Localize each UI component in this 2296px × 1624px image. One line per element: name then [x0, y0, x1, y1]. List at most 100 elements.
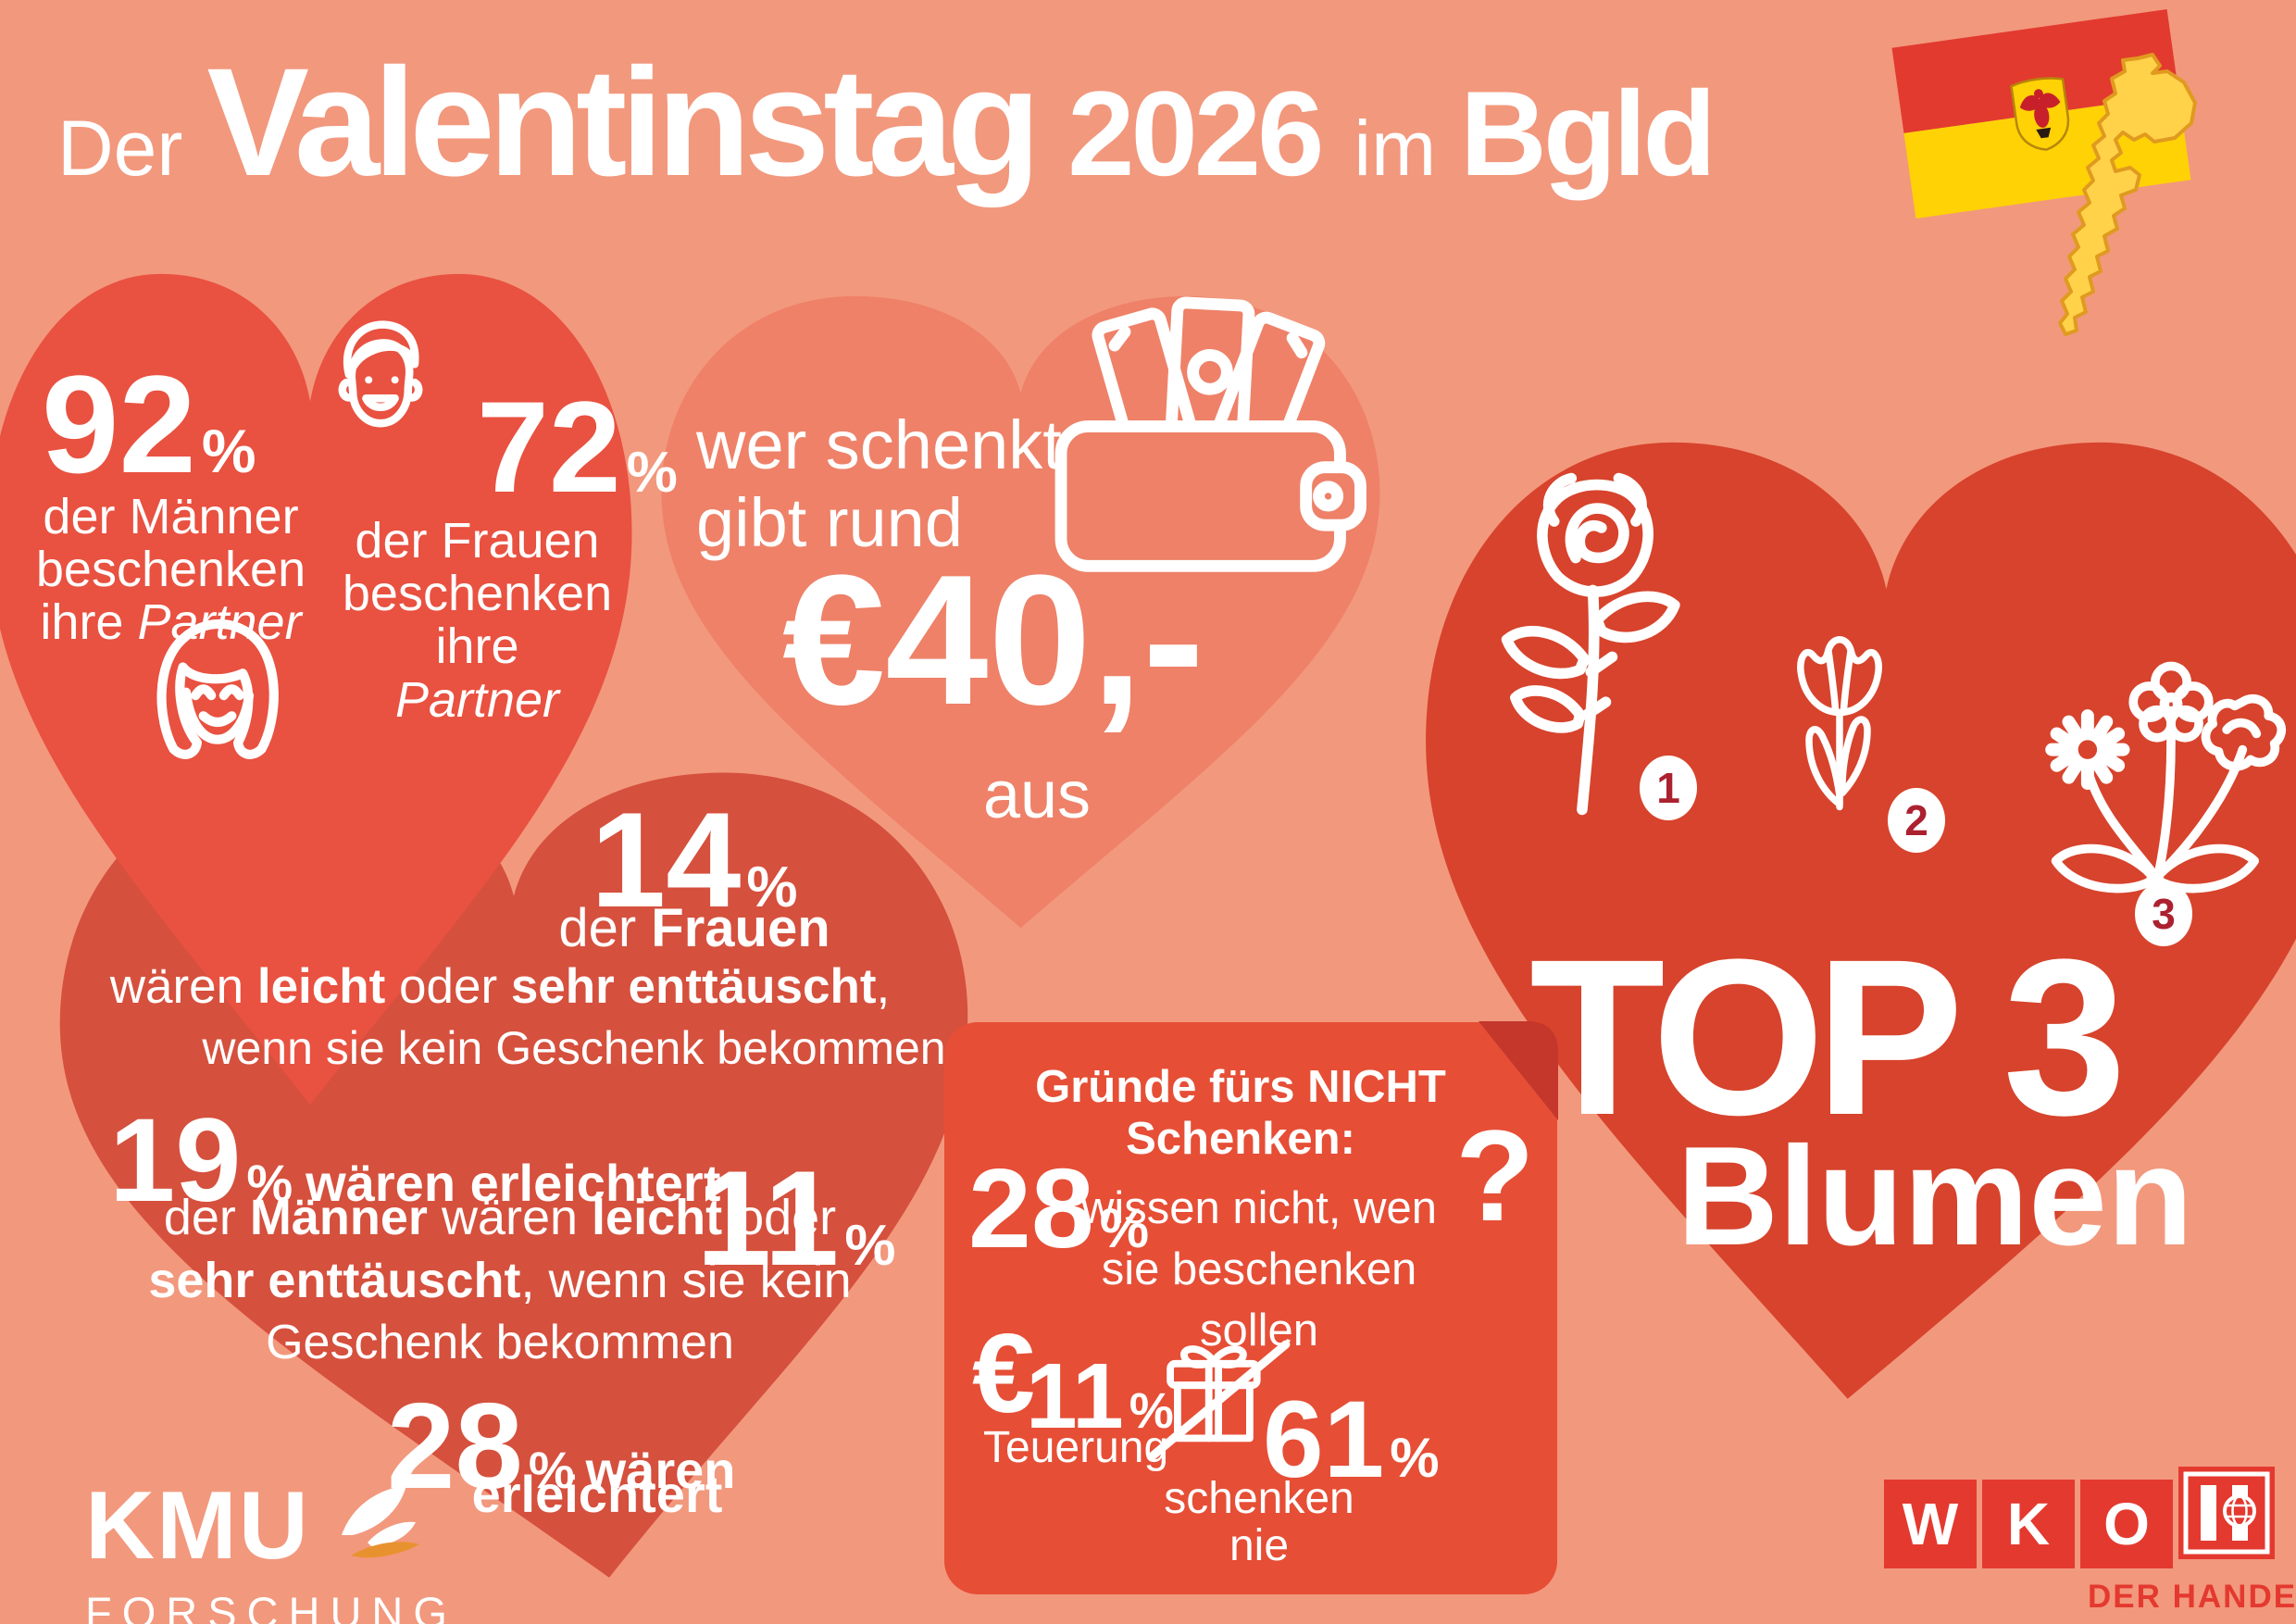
men-disappointed-unit: % [844, 1214, 896, 1278]
spending-line3: aus [982, 758, 1092, 832]
rank-2-badge: 2 [1888, 788, 1945, 853]
seg-bold: sehr enttäuscht [148, 1253, 521, 1308]
men-caption-line3: ihre [40, 594, 138, 651]
burgenland-coat-of-arms-icon [2010, 77, 2070, 151]
man-face-icon [338, 320, 423, 428]
men-gifting-caption: der Männer beschenken ihre Partner [11, 489, 331, 651]
reason-1-caption: wissen nicht, wen sie beschenken sollen [1065, 1178, 1454, 1361]
men-gifting-unit: % [201, 417, 256, 485]
reason-1-value: 28 [968, 1145, 1094, 1271]
wko-tile-k: K [1982, 1480, 2075, 1568]
kmu-wordmark: KMU [85, 1472, 310, 1580]
relief-28-value: 28 [387, 1378, 523, 1514]
men-caption-line2: beschenken [35, 542, 306, 598]
wallet-icon [1054, 296, 1366, 572]
seg: , wenn sie kein [520, 1253, 852, 1308]
seg: oder [722, 1190, 837, 1245]
page-title: Der Valentinstag 2026 im Bgld [57, 35, 1716, 211]
wko-tile-w: W [1884, 1480, 1977, 1568]
title-region: Bgld [1460, 66, 1716, 201]
woman-face-icon [156, 618, 279, 759]
title-year: 2026 [1067, 66, 1324, 201]
spending-amount: €40,- [782, 537, 1204, 743]
women-cap-bold: Frauen [651, 898, 830, 958]
relief-19-text: wären erleichtert [306, 1154, 721, 1212]
women-disappointed-caption: der Frauen [555, 900, 833, 956]
reason-1-line1: wissen nicht, wen [1080, 1183, 1437, 1233]
men-gifting-stat: 92 % [42, 355, 256, 493]
reason-1-unit: % [1099, 1197, 1150, 1259]
folded-corner-icon [1479, 1021, 1558, 1120]
reason-2-stat: 11 % [1026, 1350, 1174, 1443]
relief-28-unit: % [528, 1441, 575, 1499]
reason-3-stat: 61 % [1263, 1385, 1440, 1494]
question-mark-icon: ? [1455, 1103, 1535, 1248]
burgenland-flag-icon [1891, 9, 2191, 219]
seg: der [163, 1190, 250, 1245]
women-caption-line1: der Frauen [355, 513, 600, 568]
rank-1-badge: 1 [1640, 756, 1697, 820]
bouquet-icon [2045, 661, 2287, 893]
rank-3-badge: 3 [2135, 881, 2192, 946]
relief-19-stat: 19 % wären erleichtert [109, 1102, 720, 1220]
women-disappointed-line3: wenn sie kein Geschenk bekommen [202, 1022, 946, 1074]
seg-bold: Männer [249, 1190, 428, 1245]
women-gifting-unit: % [626, 441, 678, 505]
relief-28-text2: erleichtert [471, 1465, 723, 1523]
women-disappointed-line2: wären leicht oder sehr enttäuscht, [0, 959, 1000, 1014]
reason-1-line2: sie beschenken sollen [1101, 1244, 1417, 1356]
women-caption-partner: Partner [394, 671, 560, 728]
spending-line1: wer schenkt, [696, 406, 1081, 483]
top3-subtitle: Blumen [1677, 1118, 2193, 1275]
relief-19-value: 19 [109, 1094, 242, 1227]
reasons-panel: Gründe fürs NICHT Schenken: 28 % wissen … [944, 1021, 1558, 1594]
spending-line2: gibt rund [696, 484, 963, 561]
seg-bold: leicht [592, 1190, 723, 1245]
reason-2-label: Teuerung [983, 1423, 1169, 1472]
women-gifting-stat: 72 % [477, 382, 678, 512]
seg: oder [385, 959, 511, 1014]
seg-bold: sehr enttäuscht [510, 959, 877, 1014]
reason-2-value: 11 [1026, 1344, 1124, 1448]
men-disappointed-value: 11 [696, 1143, 840, 1293]
reason-3-unit: % [1390, 1427, 1440, 1489]
kmu-forschung-logo: KMU FORSCHUNG [85, 1478, 457, 1624]
gift-crossed-icon [1149, 1340, 1291, 1460]
reasons-title: Gründe fürs NICHT Schenken: [1035, 1062, 1446, 1164]
relief-28-text: wären [585, 1441, 736, 1499]
women-disappointed-stat: 14 % [591, 793, 798, 928]
men-disappointed-line3: Geschenk bekommen [266, 1316, 734, 1369]
men-disappointed-line2: sehr enttäuscht, wenn sie kein [0, 1253, 1000, 1308]
women-gifting-value: 72 [477, 374, 621, 519]
euro-icon: € [972, 1310, 1035, 1436]
reason-3-value: 61 [1263, 1379, 1385, 1501]
women-caption-line3: ihre [435, 618, 519, 675]
seg: wären [427, 1190, 593, 1245]
reason-3-label: schenken nie [1164, 1474, 1354, 1570]
men-caption-line1: der Männer [43, 489, 299, 544]
seg: , [876, 959, 891, 1014]
men-disappointed-line1: der Männer wären leicht oder [0, 1190, 1000, 1245]
title-main: Valentinstag [206, 37, 1041, 208]
women-gifting-caption: der Frauen beschenken ihre Partner [331, 513, 623, 728]
reason-2-unit: % [1129, 1383, 1174, 1439]
heart-shape-gifting [0, 273, 632, 1106]
rose-icon [1501, 472, 1680, 816]
reason-1-stat: 28 % [968, 1152, 1149, 1265]
kmu-subline: FORSCHUNG [85, 1588, 457, 1624]
women-caption-line2: beschenken [342, 566, 613, 622]
men-disappointed-stat: 11 % [696, 1151, 895, 1286]
title-im: im [1354, 105, 1437, 192]
top3-title: TOP 3 [1529, 913, 2127, 1161]
women-disappointed-unit: % [746, 856, 798, 919]
men-gifting-value: 92 [42, 346, 196, 502]
seg-bold: leicht [256, 959, 386, 1014]
wko-subline: DER HANDEL [2088, 1579, 2296, 1615]
relief-28-stat: 28 % wären [387, 1385, 735, 1507]
seg: wären [109, 959, 257, 1014]
